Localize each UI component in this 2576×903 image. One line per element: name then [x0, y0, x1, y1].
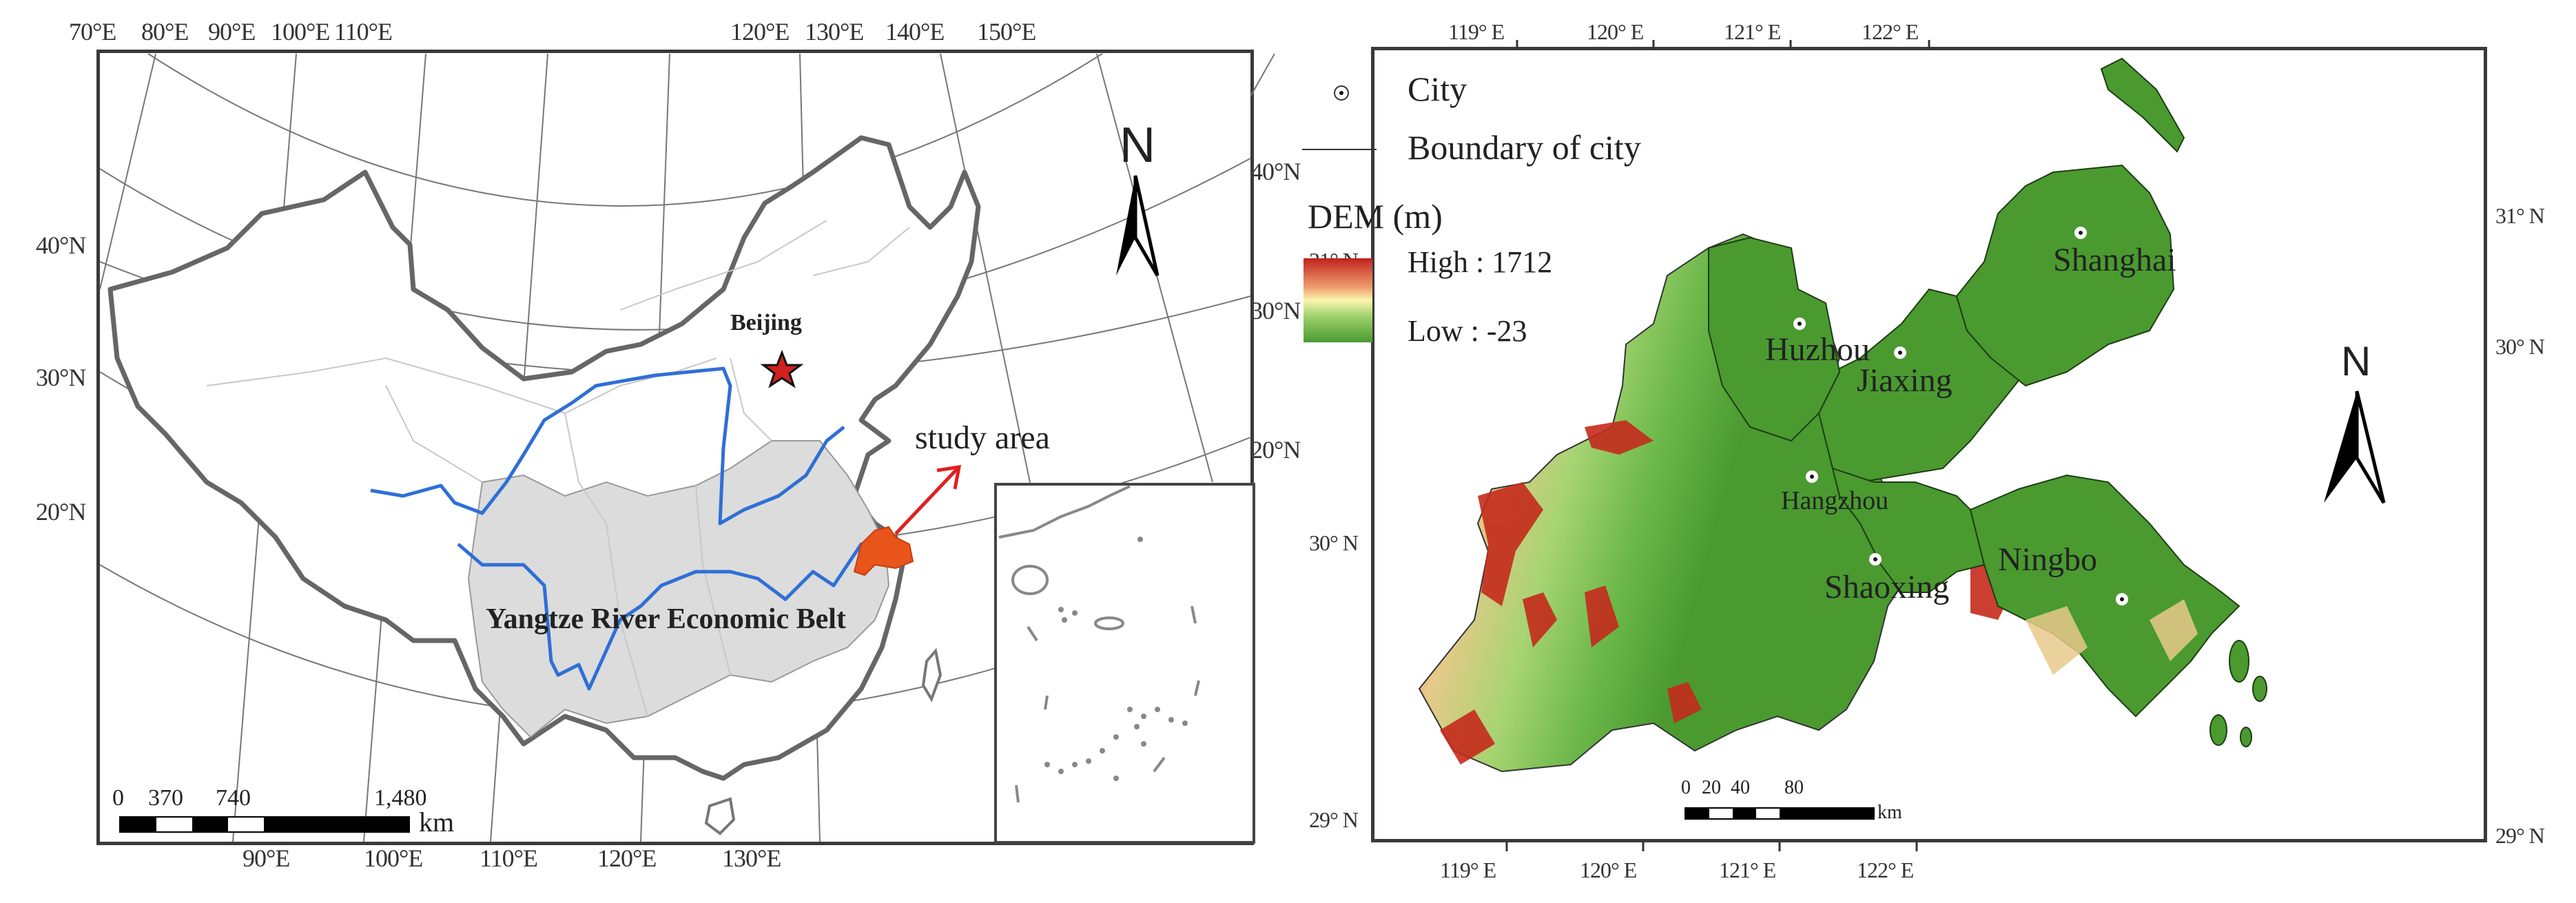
legend-low-label: Low : -23 [1408, 314, 1527, 348]
taiwan-outline [921, 647, 942, 703]
ningbo-region [1969, 474, 2240, 718]
lat-tick-left: 30°N [36, 364, 86, 391]
lon-tick-bottom: 100°E [364, 844, 423, 872]
lon-tick-top: 119° E [1448, 19, 1505, 44]
lat-tick-left: 40°N [36, 231, 86, 259]
south-china-sea-inset [994, 483, 1255, 844]
city-markers [1793, 227, 2128, 605]
city-label-hangzhou: Hangzhou [1781, 486, 1889, 515]
zhoushan-islands [2209, 640, 2267, 747]
inset-spratly-dots [1044, 537, 1188, 781]
lon-tick-top: 122° E [1862, 19, 1919, 44]
yellow-river [370, 366, 845, 526]
huzhou-region [1708, 236, 1841, 442]
shaoxing-hangzhou-lowland [1831, 467, 1986, 593]
lon-tick-top: 140°E [885, 18, 945, 45]
scale-unit: km [419, 807, 455, 838]
dem-gradient-swatch [1304, 258, 1372, 342]
city-label-ningbo: Ningbo [1998, 541, 2097, 578]
city-label-shaoxing: Shaoxing [1824, 569, 1950, 605]
city-label-jiaxing: Jiaxing [1857, 362, 1952, 399]
study-area-dem-map: 119° E 120° E 121° E 122° E 31° N 30° N … [1295, 0, 2576, 903]
lat-tick-left: 20°N [36, 498, 86, 526]
legend-boundary-label: Boundary of city [1408, 128, 1641, 167]
lon-tick-bottom: 120° E [1580, 858, 1637, 882]
study-area-arrow [894, 464, 962, 535]
lon-tick-top: 130°E [805, 18, 864, 45]
legend-dem-title: DEM (m) [1308, 197, 1443, 236]
city-label-shanghai: Shanghai [2053, 242, 2176, 278]
hainan-outline [704, 797, 736, 835]
city-marker-shaoxing [1869, 553, 1882, 565]
scale-tick: 1,480 [374, 785, 427, 811]
legend-high-label: High : 1712 [1408, 245, 1553, 279]
lon-tick-bottom: 119° E [1440, 858, 1496, 882]
china-location-map: 70°E 80°E 90°E 100°E 110°E 120°E 130°E 1… [36, 18, 1301, 872]
china-map-graphic [99, 53, 1275, 844]
hill-patches [2026, 599, 2198, 675]
capital-label: Beijing [730, 310, 802, 335]
scale-tick: 20 [1702, 777, 1721, 798]
scale-bar: 0 370 740 1,480 km [112, 785, 454, 838]
north-arrow-label: N [2341, 338, 2371, 384]
lon-tick-top: 90°E [208, 18, 256, 45]
economic-belt-label: Yangtze River Economic Belt [486, 603, 846, 635]
lat-tick-right: 31° N [2495, 203, 2545, 228]
lat-tick-right: 30° N [2495, 334, 2545, 359]
scale-tick: 0 [1681, 777, 1691, 798]
lon-tick-bottom: 130°E [722, 844, 781, 872]
lat-tick-right: 30°N [1250, 297, 1301, 324]
lon-tick-top: 80°E [141, 18, 189, 45]
north-arrow-label: N [1120, 118, 1155, 173]
lon-tick-top: 150°E [977, 18, 1036, 45]
study-area-shape [853, 526, 914, 577]
lon-tick-top: 100°E [271, 18, 330, 45]
lat-tick-left: 30° N [1309, 530, 1359, 555]
lat-tick-right: 29° N [2495, 823, 2545, 848]
lon-tick-bottom: 110°E [480, 844, 538, 872]
lon-tick-bottom: 122° E [1857, 858, 1914, 882]
lon-tick-bottom: 121° E [1719, 858, 1776, 882]
lon-tick-bottom: 120°E [597, 844, 657, 872]
city-marker-shanghai [2074, 227, 2087, 239]
inset-islands [998, 485, 1200, 803]
scale-tick: 80 [1784, 777, 1804, 798]
city-marker-ningbo [2116, 593, 2128, 605]
chongming-island [2100, 57, 2185, 153]
lon-tick-top: 110°E [334, 18, 393, 45]
scale-unit: km [1877, 802, 1902, 823]
city-label-huzhou: Huzhou [1765, 331, 1870, 368]
yangtze-river [457, 542, 898, 691]
scale-tick: 370 [148, 785, 183, 811]
lon-tick-bottom: 90°E [243, 844, 290, 872]
economic-belt-region [467, 440, 890, 738]
legend-city-label: City [1408, 70, 1467, 108]
scale-tick: 740 [216, 785, 251, 811]
lon-tick-top: 70°E [69, 18, 116, 45]
lat-tick-right: 20°N [1250, 436, 1301, 464]
beijing-star [760, 349, 804, 388]
city-marker-huzhou [1793, 318, 1806, 330]
north-arrow-icon [1116, 175, 1160, 277]
scale-bar: 0 20 40 80 km [1681, 777, 1902, 823]
scale-tick: 0 [112, 785, 124, 811]
lat-tick-left: 29° N [1309, 807, 1359, 832]
city-marker-jiaxing [1894, 346, 1906, 359]
lon-tick-top: 120° E [1587, 19, 1644, 44]
rivers [370, 366, 898, 691]
lat-tick-right: 40°N [1250, 158, 1301, 185]
scale-tick: 40 [1731, 777, 1750, 798]
lon-tick-top: 120°E [730, 18, 790, 45]
study-area-label: study area [915, 419, 1050, 456]
dem-map-graphic [1302, 40, 2386, 851]
lon-tick-top: 121° E [1724, 19, 1781, 44]
north-arrow-icon [2324, 391, 2386, 504]
city-marker-hangzhou [1806, 470, 1818, 483]
legend-city-icon [1334, 85, 1349, 101]
shanghai-region [1955, 164, 2175, 387]
